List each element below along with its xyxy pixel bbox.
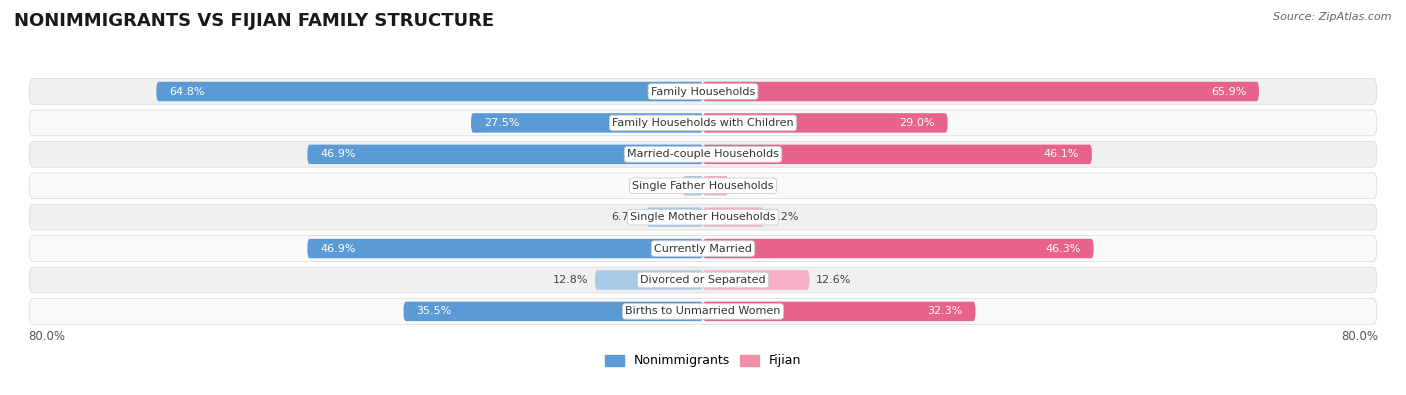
- FancyBboxPatch shape: [30, 204, 1376, 230]
- FancyBboxPatch shape: [471, 113, 703, 133]
- Text: 80.0%: 80.0%: [28, 329, 65, 342]
- Text: 46.1%: 46.1%: [1043, 149, 1080, 159]
- FancyBboxPatch shape: [30, 79, 1376, 104]
- Text: 6.7%: 6.7%: [612, 212, 640, 222]
- FancyBboxPatch shape: [703, 145, 1092, 164]
- FancyBboxPatch shape: [30, 110, 1376, 136]
- Text: NONIMMIGRANTS VS FIJIAN FAMILY STRUCTURE: NONIMMIGRANTS VS FIJIAN FAMILY STRUCTURE: [14, 12, 494, 30]
- FancyBboxPatch shape: [30, 141, 1376, 167]
- Text: 65.9%: 65.9%: [1211, 87, 1246, 96]
- Text: 64.8%: 64.8%: [169, 87, 204, 96]
- Text: 29.0%: 29.0%: [900, 118, 935, 128]
- FancyBboxPatch shape: [703, 239, 1094, 258]
- Text: Single Father Households: Single Father Households: [633, 181, 773, 191]
- Text: 12.8%: 12.8%: [553, 275, 588, 285]
- FancyBboxPatch shape: [595, 270, 703, 290]
- Text: 3.0%: 3.0%: [735, 181, 763, 191]
- FancyBboxPatch shape: [683, 176, 703, 196]
- Text: 35.5%: 35.5%: [416, 307, 451, 316]
- FancyBboxPatch shape: [30, 299, 1376, 324]
- Text: Family Households: Family Households: [651, 87, 755, 96]
- FancyBboxPatch shape: [647, 207, 703, 227]
- FancyBboxPatch shape: [404, 302, 703, 321]
- FancyBboxPatch shape: [703, 82, 1258, 101]
- Text: Single Mother Households: Single Mother Households: [630, 212, 776, 222]
- Text: 80.0%: 80.0%: [1341, 329, 1378, 342]
- Text: Currently Married: Currently Married: [654, 244, 752, 254]
- FancyBboxPatch shape: [30, 236, 1376, 261]
- FancyBboxPatch shape: [308, 239, 703, 258]
- Text: 32.3%: 32.3%: [928, 307, 963, 316]
- Text: Divorced or Separated: Divorced or Separated: [640, 275, 766, 285]
- FancyBboxPatch shape: [703, 207, 763, 227]
- Text: 46.9%: 46.9%: [321, 244, 356, 254]
- FancyBboxPatch shape: [30, 267, 1376, 293]
- FancyBboxPatch shape: [703, 176, 728, 196]
- FancyBboxPatch shape: [703, 270, 810, 290]
- FancyBboxPatch shape: [703, 113, 948, 133]
- Text: 2.4%: 2.4%: [648, 181, 676, 191]
- Legend: Nonimmigrants, Fijian: Nonimmigrants, Fijian: [600, 350, 806, 372]
- Text: 7.2%: 7.2%: [770, 212, 799, 222]
- Text: 46.9%: 46.9%: [321, 149, 356, 159]
- FancyBboxPatch shape: [703, 302, 976, 321]
- Text: Births to Unmarried Women: Births to Unmarried Women: [626, 307, 780, 316]
- Text: Source: ZipAtlas.com: Source: ZipAtlas.com: [1274, 12, 1392, 22]
- Text: 12.6%: 12.6%: [815, 275, 852, 285]
- Text: 27.5%: 27.5%: [484, 118, 519, 128]
- Text: Family Households with Children: Family Households with Children: [612, 118, 794, 128]
- FancyBboxPatch shape: [156, 82, 703, 101]
- FancyBboxPatch shape: [308, 145, 703, 164]
- Text: 46.3%: 46.3%: [1046, 244, 1081, 254]
- FancyBboxPatch shape: [30, 173, 1376, 199]
- Text: Married-couple Households: Married-couple Households: [627, 149, 779, 159]
